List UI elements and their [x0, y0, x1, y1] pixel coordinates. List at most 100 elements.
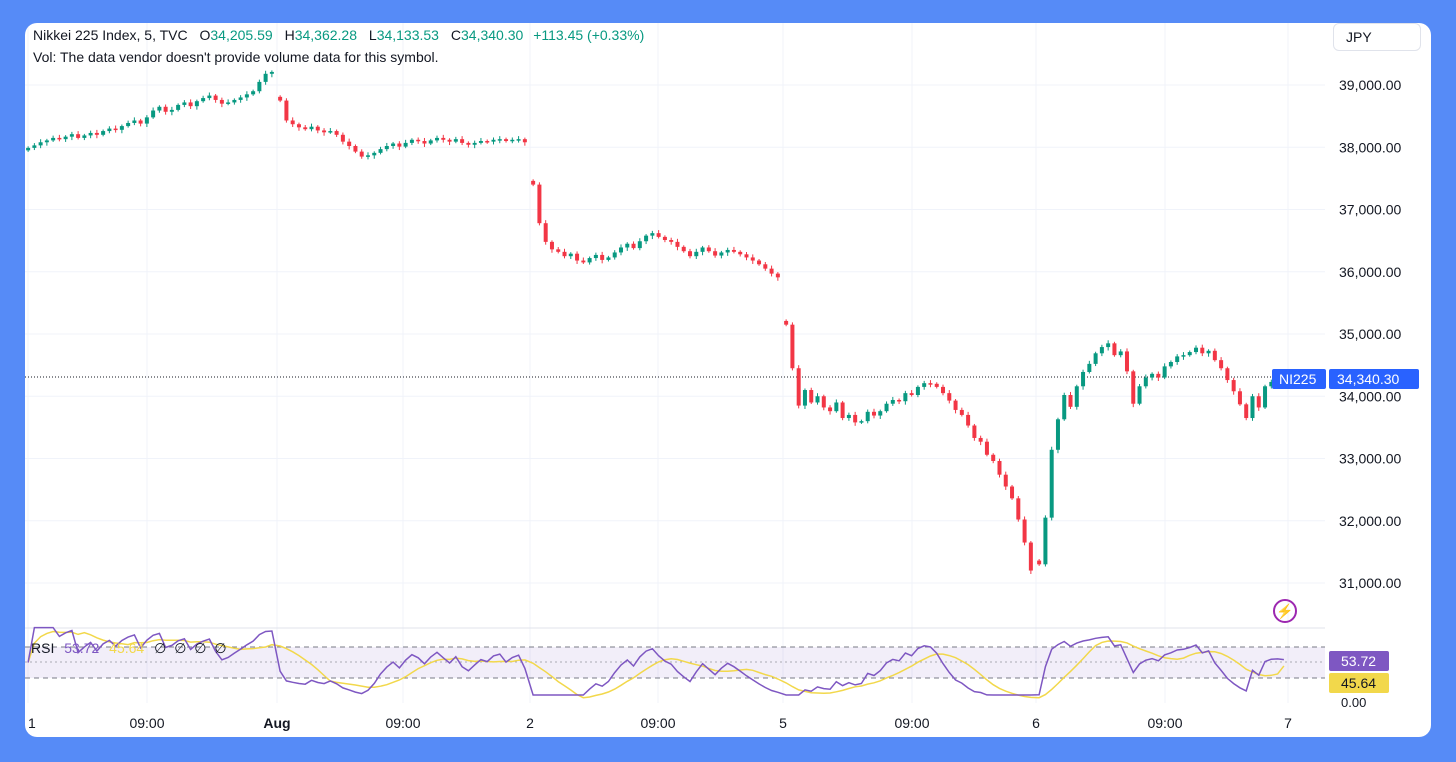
candle-body — [1156, 373, 1161, 378]
chart-card: 39,000.00 38,000.00 37,000.00 36,000.00 35,0… — [25, 23, 1431, 737]
candle-body — [1037, 560, 1042, 565]
candle-body — [884, 403, 889, 412]
candle-body — [1028, 542, 1033, 571]
candle-body — [397, 143, 402, 147]
candle-body — [1022, 519, 1027, 543]
candle-body — [101, 131, 106, 135]
candle-body — [516, 139, 521, 141]
candle-body — [315, 126, 320, 131]
candle-body — [587, 258, 592, 263]
candle-body — [669, 240, 674, 242]
ohlc-legend: Nikkei 225 Index, 5, TVC O34,205.59 H34,… — [33, 25, 644, 45]
candle-body — [188, 102, 193, 107]
candle-body — [1118, 351, 1123, 356]
candle-body — [378, 149, 383, 153]
candle-body — [194, 101, 199, 107]
candle-body — [706, 247, 711, 252]
candle-body — [113, 128, 118, 131]
candle-body — [549, 241, 554, 250]
currency-button[interactable]: JPY — [1333, 23, 1421, 51]
candle-body — [126, 122, 131, 127]
candle-body — [372, 152, 377, 156]
candle-body — [1010, 486, 1015, 499]
candle-body — [290, 120, 295, 125]
candle-body — [543, 223, 548, 242]
lightning-icon[interactable]: ⚡ — [1273, 599, 1297, 623]
candle-body — [846, 414, 851, 419]
candle-body — [662, 236, 667, 241]
candle-body — [1212, 350, 1217, 361]
candle-body — [531, 180, 536, 185]
candle-body — [257, 81, 262, 92]
candle-body — [119, 126, 124, 130]
candle-body — [1206, 350, 1211, 354]
candle-body — [138, 120, 143, 124]
candle-body — [878, 411, 883, 416]
candle-body — [1074, 386, 1079, 407]
candle-body — [953, 400, 958, 410]
candle-body — [441, 137, 446, 140]
candle-body — [1062, 395, 1067, 420]
candle-body — [303, 127, 308, 130]
close-key: C — [450, 27, 461, 43]
candle-body — [1250, 396, 1255, 419]
candle-body — [1137, 386, 1142, 404]
candle-body — [1068, 395, 1073, 407]
candle-body — [1043, 517, 1048, 565]
candle-body — [757, 260, 762, 265]
open-value: 34,205.59 — [210, 27, 273, 43]
candle-body — [991, 454, 996, 461]
candle-body — [207, 95, 212, 99]
rsi-ma-badge-label: 45.64 — [1341, 675, 1376, 691]
high-value: 34,362.28 — [294, 27, 357, 43]
candle-body — [997, 460, 1002, 475]
candle-body — [365, 155, 370, 157]
candle-body — [556, 249, 561, 252]
candle-body — [984, 441, 989, 455]
candle-body — [871, 411, 876, 416]
symbol-tag-label: NI225 — [1279, 371, 1317, 387]
price-tick-label: 38,000.00 — [1339, 139, 1401, 155]
candle-body — [163, 106, 168, 112]
candle-body — [1016, 498, 1021, 520]
candle-body — [182, 102, 187, 105]
candle-body — [422, 141, 427, 144]
chart-canvas[interactable]: 39,000.00 38,000.00 37,000.00 36,000.00 35,0… — [25, 23, 1431, 737]
candle-body — [1143, 377, 1148, 387]
candle-body — [107, 128, 112, 132]
candle-body — [1168, 362, 1173, 367]
candle-body — [82, 135, 87, 138]
candle-body — [1131, 371, 1136, 404]
time-axis: 1 09:00 Aug 09:00 2 09:00 5 09:00 6 09:00 7 — [28, 715, 1292, 731]
candle-body — [1269, 381, 1274, 387]
price-tick-label: 39,000.00 — [1339, 77, 1401, 93]
candle-body — [790, 324, 795, 369]
time-tick-label: 6 — [1032, 715, 1040, 731]
candle-body — [656, 233, 661, 237]
candle-body — [238, 97, 243, 100]
candles-layer — [26, 70, 1286, 574]
candle-body — [69, 134, 74, 137]
candle-body — [966, 414, 971, 426]
candle-body — [284, 100, 289, 121]
candle-body — [738, 251, 743, 255]
last-price-tag — [1329, 369, 1419, 389]
rsi-ma-value: 45.64 — [109, 640, 145, 656]
candle-body — [201, 98, 206, 102]
candle-body — [497, 139, 502, 141]
candle-body — [1124, 351, 1129, 372]
candle-body — [157, 106, 162, 111]
candle-body — [478, 141, 483, 143]
candle-body — [522, 139, 527, 143]
rsi-legend[interactable]: RSI 53.72 45.64 ∅ ∅ ∅ ∅ — [31, 638, 229, 658]
candle-body — [226, 102, 231, 104]
candle-body — [447, 139, 452, 142]
candle-body — [606, 257, 611, 260]
candle-body — [51, 137, 56, 141]
candle-body — [384, 146, 389, 150]
price-tick-label: 36,000.00 — [1339, 264, 1401, 280]
candle-body — [94, 132, 99, 135]
candle-body — [644, 235, 649, 242]
candle-body — [353, 146, 358, 152]
candle-body — [815, 396, 820, 403]
